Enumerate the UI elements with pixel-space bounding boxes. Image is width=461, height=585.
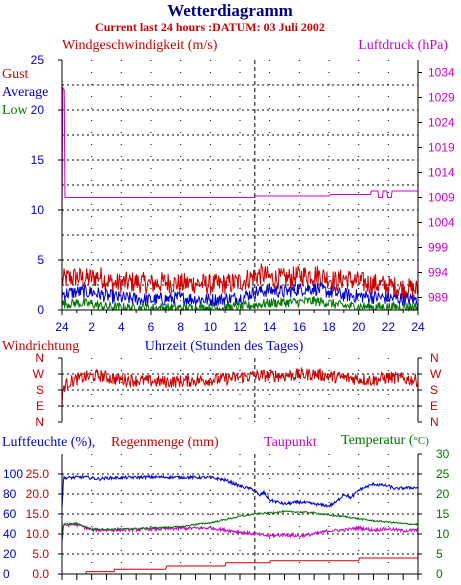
rain-tick-label: 20.0: [26, 487, 50, 501]
wind-speed-tick-label: 5: [37, 253, 44, 267]
pressure-tick-label: 1014: [428, 166, 455, 180]
ticks-layer: 0510152025989994999100410091014101910241…: [3, 53, 455, 581]
hour-tick-label: 14: [263, 320, 277, 334]
temperature-tick-label: 0: [436, 567, 443, 581]
wind-speed-tick-label: 20: [31, 103, 45, 117]
humidity-tick-label: 20: [3, 547, 17, 561]
hour-tick-label: 10: [204, 320, 218, 334]
rain-tick-label: 10.0: [26, 527, 50, 541]
humidity-tick-label: 100: [3, 467, 23, 481]
wind-speed-tick-label: 0: [37, 303, 44, 317]
rain-tick-label: 15.0: [26, 507, 50, 521]
temperature-tick-label: 20: [436, 487, 450, 501]
direction-tick-label-right: N: [430, 415, 439, 429]
series-average: [61, 282, 419, 307]
hour-tick-label: 8: [177, 320, 184, 334]
hour-tick-label: 24: [55, 320, 69, 334]
series-wind-direction: [61, 366, 419, 408]
rain-axis-label: Regenmenge (mm): [111, 435, 219, 450]
dewpoint-label: Taupunkt: [264, 435, 317, 450]
hour-tick-label: 16: [293, 320, 307, 334]
direction-tick-label-right: N: [430, 351, 439, 365]
wind-speed-tick-label: 25: [31, 53, 45, 67]
humidity-tick-label: 40: [3, 527, 17, 541]
rain-tick-label: 25.0: [26, 467, 50, 481]
wind-speed-axis-label: Windgeschwindigkeit (m/s): [62, 38, 218, 53]
series-regenmenge: [62, 557, 418, 575]
temperature-tick-label: 25: [436, 467, 450, 481]
hour-tick-label: 24: [411, 320, 425, 334]
pressure-axis-label: Luftdruck (hPa): [358, 38, 448, 53]
direction-tick-label-right: E: [430, 399, 438, 413]
series-luftdruck: [61, 85, 418, 223]
wind-speed-tick-label: 15: [31, 153, 45, 167]
temperature-tick-label: 15: [436, 507, 450, 521]
page-subtitle: Current last 24 hours :DATUM: 03 Juli 20…: [95, 20, 325, 34]
hour-tick-label: 18: [322, 320, 336, 334]
wind-direction-label: Windrichtung: [2, 339, 79, 354]
direction-tick-label-right: S: [430, 383, 438, 397]
hour-tick-label: 20: [352, 320, 366, 334]
temperature-tick-label: 5: [436, 547, 443, 561]
wind-speed-tick-label: 10: [31, 203, 45, 217]
direction-tick-label-left: N: [35, 351, 44, 365]
hour-tick-label: 2: [88, 320, 95, 334]
direction-tick-label-left: E: [36, 399, 44, 413]
series-gust: [61, 263, 419, 300]
humidity-tick-label: 60: [3, 507, 17, 521]
direction-tick-label-left: W: [33, 367, 45, 381]
hour-tick-label: 6: [148, 320, 155, 334]
rain-tick-label: 0.0: [32, 567, 49, 581]
pressure-tick-label: 1029: [428, 91, 455, 105]
series-taupunkt: [61, 521, 419, 542]
series-layer: [61, 85, 419, 575]
humidity-axis-label: Luftfeuchte (%),: [2, 435, 95, 450]
hour-tick-label: 4: [118, 320, 125, 334]
pressure-tick-label: 1034: [428, 66, 455, 80]
hour-tick-label: 22: [382, 320, 396, 334]
direction-tick-label-left: N: [35, 415, 44, 429]
grid-layer: [62, 60, 418, 574]
temperature-unit: °C): [413, 435, 429, 447]
hour-tick-label: 12: [233, 320, 247, 334]
pressure-tick-label: 994: [428, 266, 448, 280]
pressure-tick-label: 1019: [428, 141, 455, 155]
legend-gust: Gust: [2, 67, 29, 82]
direction-tick-label-left: S: [36, 383, 44, 397]
series-temperatur: [61, 509, 419, 539]
temperature-tick-label: 30: [436, 447, 450, 461]
humidity-tick-label: 0: [3, 567, 10, 581]
legend-average: Average: [2, 85, 48, 100]
temperature-tick-label: 10: [436, 527, 450, 541]
pressure-tick-label: 1024: [428, 116, 455, 130]
time-axis-label: Uhrzeit (Stunden des Tages): [145, 339, 304, 354]
pressure-tick-label: 989: [428, 291, 448, 305]
pressure-tick-label: 1004: [428, 216, 455, 230]
pressure-tick-label: 1009: [428, 191, 455, 205]
series-low: [61, 295, 419, 312]
rain-tick-label: 5.0: [32, 547, 49, 561]
temperature-label-text: Temperatur (: [341, 433, 414, 448]
legend-low: Low: [2, 103, 29, 118]
series-luftfeuchte: [61, 473, 419, 509]
axes-layer: [61, 60, 419, 575]
pressure-tick-label: 999: [428, 241, 448, 255]
humidity-tick-label: 80: [3, 487, 17, 501]
temperature-axis-label: Temperatur (°C): [341, 433, 429, 448]
page-title: Wetterdiagramm: [167, 1, 293, 20]
direction-tick-label-right: W: [430, 367, 442, 381]
